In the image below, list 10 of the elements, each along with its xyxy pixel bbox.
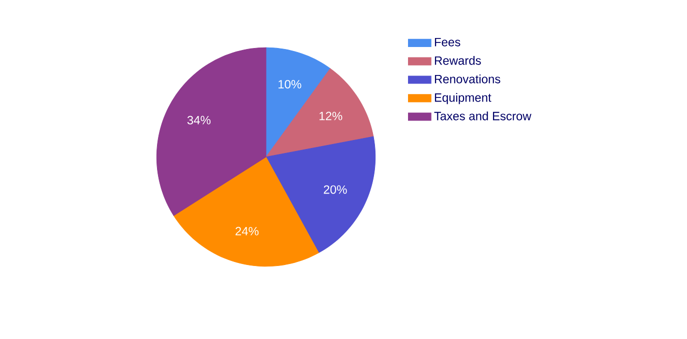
data-label: 12% (320, 112, 342, 120)
legend-label: Equipment (434, 92, 492, 104)
data-label: 20% (324, 185, 347, 194)
legend-label: Rewards (434, 56, 481, 65)
data-label: 10% (278, 80, 302, 88)
legend-label: Fees (434, 38, 460, 46)
legend-label: Renovations (434, 74, 500, 84)
legend-label: Taxes and Escrow (434, 111, 532, 120)
data-label: 24% (236, 226, 259, 236)
data-label: 34% (187, 116, 211, 124)
